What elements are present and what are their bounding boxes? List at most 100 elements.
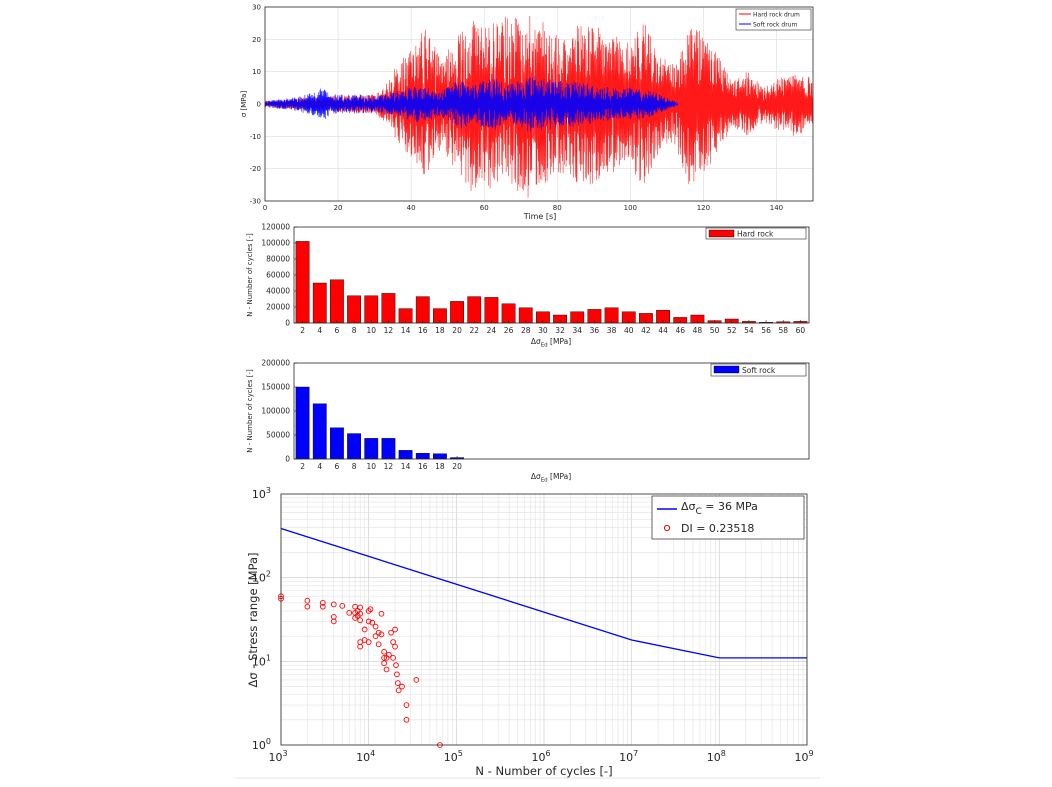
signal-x-tick-label: 80 [553,204,562,212]
signal-legend-label-soft: Soft rock drum [753,22,798,29]
sn-x-tick-label: 106 [531,749,550,764]
soft-ylabel: N - Number of cycles [-] [246,369,254,453]
soft-x-tick-label: 14 [401,462,411,471]
hard-x-tick-label: 56 [761,326,771,335]
signal-panel: 0 20 40 60 80 100 120 140 -30 -20 -10 0 10 20 30 Time … [240,4,814,221]
sn-x-tick-label: 108 [707,749,726,764]
sn-scatter-point [394,671,400,678]
sn-scatter-point [357,604,364,611]
sn-scatter-point [388,629,394,636]
sn-scatter-point [372,633,379,640]
signal-xlabel: Time [s] [523,212,557,221]
signal-y-tick-label: -20 [250,165,261,173]
signal-y-tick-label: 20 [252,36,261,44]
sn-scatter-point [378,610,385,617]
hard-x-tick-label: 18 [435,326,445,335]
hard-x-tick-label: 50 [710,326,720,335]
soft-x-tick-label: 18 [435,462,445,471]
sn-scatter-point [330,618,337,625]
soft-bar [312,403,327,460]
sn-curve-line [280,527,807,659]
signal-x-tick-label: 0 [263,204,267,212]
hard-bar [330,279,344,324]
sn-x-tick-label: 105 [444,749,463,764]
sn-ticks: 103 104 105 106 107 108 109 100 101 102 103 [252,486,814,764]
hard-y-tick-label: 120000 [261,223,290,232]
sn-scatter-point [365,639,372,645]
hard-x-tick-label: 2 [300,326,305,335]
hard-legend-swatch [708,229,735,238]
soft-bar [347,433,361,460]
hard-legend: Hard rock [705,227,807,240]
soft-legend-label: Soft rock [742,366,776,375]
hard-bar [381,293,396,324]
sn-scatter-point [369,619,376,626]
sn-scatter-point [383,666,390,673]
hard-x-tick-label: 36 [590,326,600,335]
sn-scatter-point [381,660,387,667]
hard-x-tick-label: 4 [317,326,322,335]
soft-bar [381,438,396,460]
hard-legend-label: Hard rock [737,230,774,239]
hard-xlabel: ΔσEd [MPa] [531,337,571,349]
sn-scatter-point [386,651,392,658]
sn-legend-label-scatter: DI = 0.23518 [681,522,754,535]
sn-scatter-point [390,655,396,661]
hard-y-tick-label: 60000 [266,271,290,280]
soft-plot-area [294,363,809,459]
signal-traces [264,16,814,198]
hard-x-tick-label: 40 [624,326,634,335]
sn-scatter-point [403,716,410,723]
sn-scatter-point [361,626,368,633]
soft-y-tick-label: 200000 [261,359,290,368]
hard-x-tick-label: 58 [778,326,788,335]
sn-scatter-point [367,606,374,613]
hard-x-tick-label: 44 [658,326,668,335]
hard-x-tick-label: 24 [487,326,497,335]
sn-scatter-point [381,648,387,655]
hard-x-tick-label: 34 [572,326,582,335]
hard-y-tick-label: 20000 [266,303,290,312]
hard-bar [364,295,379,324]
soft-x-tick-label: 20 [452,462,462,471]
signal-y-tick-label: -30 [250,198,261,206]
sn-scatter-point [413,677,420,683]
hard-bar [484,297,499,324]
soft-y-tick-label: 150000 [261,383,290,392]
signal-x-tick-label: 140 [770,204,783,212]
hard-x-tick-label: 20 [452,326,462,335]
signal-x-tick-label: 60 [480,204,489,212]
sn-scatter-point [330,601,337,608]
signal-y-tick-label: 30 [252,4,261,12]
sn-scatter-point [394,680,401,686]
sn-scatter-point [365,618,372,625]
sn-x-tick-label: 109 [794,749,813,764]
sn-xlabel: N - Number of cycles [-] [475,764,612,778]
sn-legend-label-line: ΔσC = 36 MPa [681,500,758,517]
sn-scatter-point [403,702,410,708]
sn-legend: ΔσC = 36 MPa DI = 0.23518 [651,495,805,540]
hard-x-tick-label: 32 [555,326,565,335]
hard-rock-histogram-panel: 2 4 6 8 10 12 14 16 18 20 22 24 26 28 30 32 34 36 38 40 42 44… [246,223,810,349]
signal-axes-box [264,6,814,202]
hard-bar [467,296,482,324]
sn-legend-swatch-marker [663,524,671,532]
sn-scatter-point [357,610,364,617]
soft-x-tick-label: 12 [384,462,394,471]
hard-y-tick-label: 100000 [261,239,290,248]
sn-scatter-point [357,617,364,624]
sn-scatter-point [399,683,405,690]
soft-y-tick-label: 50000 [266,431,290,440]
soft-legend: Soft rock [710,363,807,377]
sn-y-tick-label: 103 [252,486,271,501]
hard-y-tick-label: 80000 [266,255,290,264]
signal-trace-soft [264,75,679,132]
hard-bar [415,296,430,324]
hard-x-tick-label: 12 [384,326,394,335]
sn-grid [280,494,807,746]
signal-legend: Hard rock drum Soft rock drum [735,8,812,31]
signal-y-tick-label: 10 [252,68,261,76]
sn-legend-box [651,495,805,540]
hard-x-tick-label: 6 [335,326,340,335]
